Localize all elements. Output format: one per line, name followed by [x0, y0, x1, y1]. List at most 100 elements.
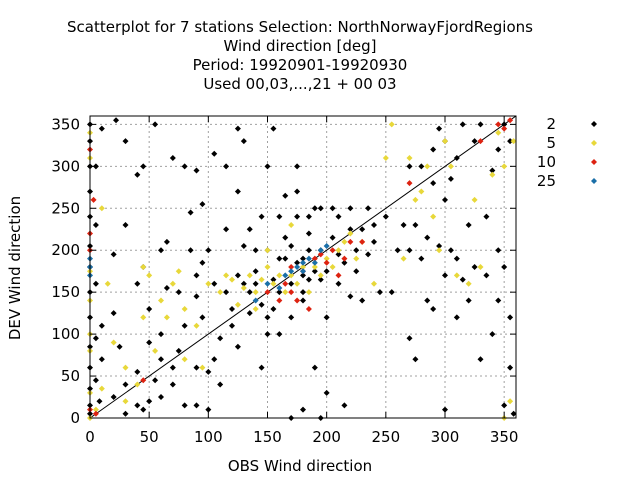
data-point: [140, 163, 147, 170]
data-point: [92, 222, 99, 229]
data-point: [394, 247, 401, 254]
data-point: [193, 364, 200, 371]
data-point: [193, 272, 200, 279]
data-point: [205, 247, 212, 254]
data-point: [246, 310, 253, 317]
data-point: [122, 410, 129, 417]
x-tick-label: 300: [431, 428, 460, 446]
data-point: [264, 247, 271, 254]
data-point: [181, 356, 188, 363]
data-point: [471, 138, 478, 145]
data-point: [317, 251, 324, 258]
data-point: [424, 297, 431, 304]
data-point: [282, 280, 289, 287]
data-point: [234, 188, 241, 195]
data-point: [288, 243, 295, 250]
legend-marker: [591, 121, 597, 127]
y-tick-label: 200: [51, 241, 80, 259]
data-point: [465, 297, 472, 304]
data-point: [175, 347, 182, 354]
data-point: [495, 247, 502, 254]
data-point: [98, 322, 105, 329]
data-point: [365, 251, 372, 258]
data-point: [430, 180, 437, 187]
data-point: [134, 368, 141, 375]
plot-frame: [89, 115, 517, 419]
data-point: [252, 289, 259, 296]
data-point: [442, 138, 448, 145]
series-25: [87, 243, 330, 304]
x-tick-label: 350: [490, 428, 519, 446]
data-point: [140, 264, 147, 270]
data-point: [98, 125, 105, 132]
data-point: [406, 154, 413, 161]
data-point: [347, 238, 354, 245]
data-point: [294, 259, 301, 266]
legend-item: 5: [546, 134, 597, 152]
data-point: [483, 213, 490, 220]
data-point: [92, 280, 99, 287]
data-point: [205, 368, 212, 375]
data-point: [270, 280, 277, 287]
data-point: [442, 272, 448, 279]
data-point: [264, 331, 271, 338]
data-point: [229, 322, 235, 329]
data-point: [264, 314, 271, 321]
data-point: [92, 406, 99, 413]
legend-label: 10: [537, 153, 556, 171]
data-point: [140, 406, 147, 413]
data-point: [96, 398, 103, 405]
data-point: [175, 289, 182, 296]
data-point: [122, 222, 129, 229]
x-tick-label: 0: [85, 428, 95, 446]
data-point: [169, 381, 176, 388]
data-point: [305, 230, 312, 237]
data-point: [252, 280, 259, 287]
data-point: [98, 385, 105, 392]
data-point: [305, 213, 312, 220]
data-point: [234, 301, 241, 308]
data-point: [288, 222, 295, 229]
data-point: [152, 377, 159, 384]
data-point: [258, 213, 265, 220]
data-point: [359, 297, 366, 304]
legend-label: 25: [537, 172, 556, 190]
data-point: [229, 276, 235, 283]
data-point: [152, 121, 159, 128]
data-point: [442, 406, 448, 413]
data-point: [240, 243, 247, 250]
data-point: [453, 314, 460, 321]
data-point: [483, 272, 490, 279]
data-point: [495, 297, 502, 304]
x-axis-ticks: 0 50 100 150 200 250 300 350: [85, 116, 518, 446]
data-point: [258, 301, 265, 308]
data-point: [311, 268, 318, 275]
data-point: [300, 255, 306, 262]
y-axis-label: DEV Wind direction: [6, 196, 24, 340]
data-point: [400, 222, 407, 229]
data-point: [371, 280, 377, 287]
data-point: [264, 163, 271, 170]
data-point: [270, 276, 277, 283]
data-point: [311, 255, 318, 262]
data-point: [92, 410, 99, 417]
data-point: [158, 247, 164, 254]
data-point: [187, 209, 194, 216]
data-point: [323, 259, 330, 266]
data-point: [110, 251, 117, 258]
data-point: [477, 121, 484, 128]
data-point: [193, 167, 200, 174]
data-point: [158, 297, 164, 304]
data-point: [347, 293, 354, 300]
data-point: [335, 213, 342, 220]
data-point: [140, 377, 147, 384]
data-point: [282, 272, 289, 279]
data-point: [181, 305, 188, 312]
data-point: [217, 289, 224, 296]
data-point: [288, 268, 295, 275]
data-point: [335, 272, 342, 279]
data-point: [305, 305, 312, 312]
data-point: [270, 305, 277, 312]
data-point: [122, 381, 129, 388]
data-point: [447, 175, 454, 182]
